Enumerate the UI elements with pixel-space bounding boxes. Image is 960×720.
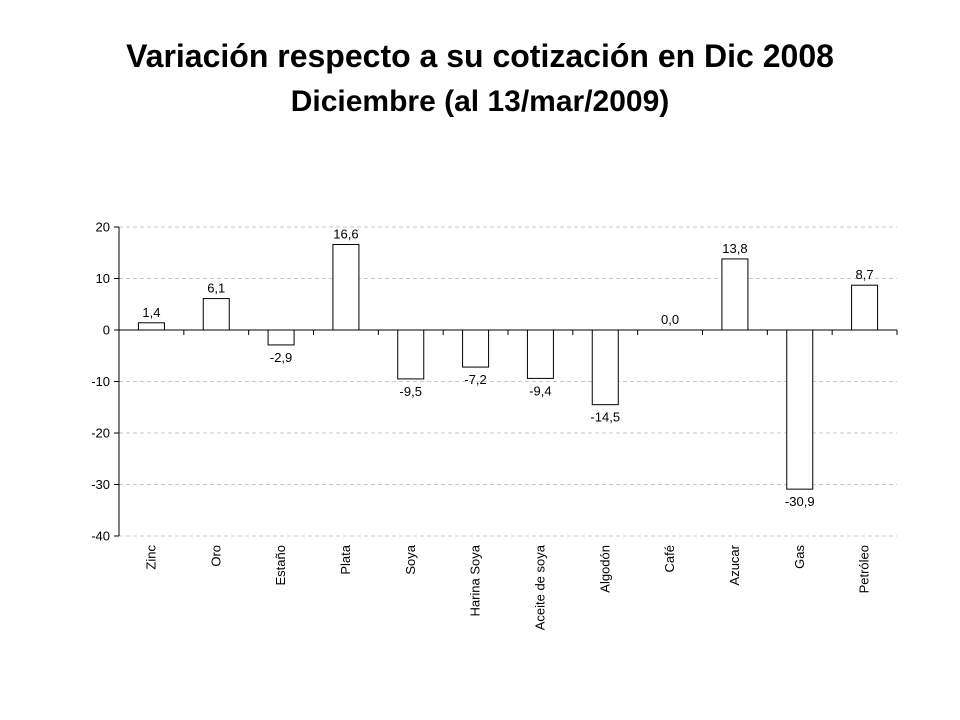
category-label: Oro [208,545,223,567]
category-label: Zinc [143,545,158,570]
category-label: Harina Soya [468,544,483,616]
chart-title: Variación respecto a su cotización en Di… [126,38,834,74]
category-label: Aceite de soya [532,544,547,630]
data-label: 8,7 [856,267,874,282]
y-tick-label: 10 [96,271,110,286]
data-label: 0,0 [661,312,679,327]
data-label: 13,8 [722,241,747,256]
data-label: -14,5 [590,410,620,425]
bar [721,258,749,331]
y-tick-label: 0 [103,323,110,338]
y-tick-label: -20 [91,426,110,441]
bar [137,322,165,331]
category-label: Petróleo [857,545,872,593]
bar [526,329,554,379]
data-label: -9,4 [529,383,551,398]
chart-subtitle: Diciembre (al 13/mar/2009) [290,85,670,118]
data-label: 6,1 [207,281,225,296]
bar [786,329,814,490]
data-label: 1,4 [142,305,160,320]
data-label: -2,9 [270,350,292,365]
category-label: Algodón [597,545,612,593]
bar [591,329,619,406]
data-label: -9,5 [400,384,422,399]
category-label: Gas [792,545,807,569]
category-label: Café [662,545,677,572]
bar [462,329,490,368]
bar [332,244,360,331]
bar [202,298,230,331]
data-label: 16,6 [333,227,358,242]
y-tick-label: -10 [91,374,110,389]
data-label: -7,2 [464,372,486,387]
bar [267,329,295,346]
y-tick-label: 20 [96,220,110,235]
bar [851,284,879,331]
category-label: Soya [403,544,418,574]
y-tick-label: -40 [91,529,110,544]
category-label: Azucar [727,544,742,585]
data-label: -30,9 [785,494,815,509]
category-label: Plata [338,544,353,574]
y-tick-label: -30 [91,477,110,492]
bar [397,329,425,380]
category-label: Estaño [273,545,288,585]
